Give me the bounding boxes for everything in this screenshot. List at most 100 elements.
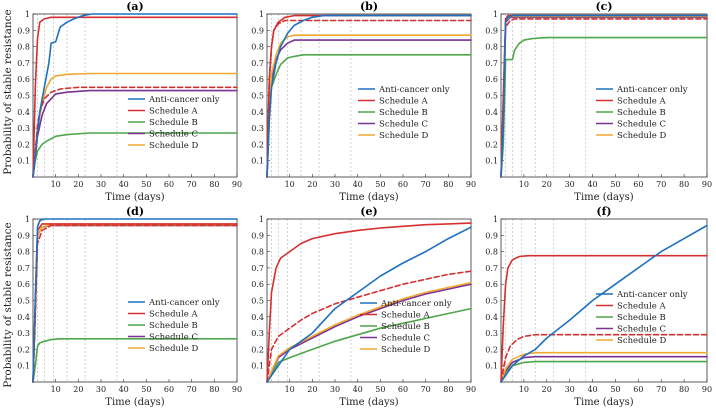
panel-title: (f) (596, 205, 611, 218)
y-tick-label: 0.1 (251, 362, 264, 371)
series-line-schedule-c (500, 355, 708, 383)
chart-panel-1: 10 20 30 40 50 60 70 80 90 0.1 0.2 0.3 0.4 0.5 0.6 0.7 0… (17, 0, 242, 203)
x-tick-label: 90 (702, 180, 712, 189)
y-tick-label: 0.2 (485, 140, 498, 149)
y-tick-label: 0.1 (17, 157, 30, 166)
y-tick-label: 0.4 (251, 313, 264, 322)
x-tick-label: 60 (164, 180, 174, 189)
series-line-anti-cancer-only (32, 218, 238, 383)
y-tick-label: 0.3 (251, 124, 264, 133)
y-tick-label: 0.2 (17, 140, 30, 149)
y-tick-label: 0.3 (485, 124, 498, 133)
y-tick-label: 0.5 (251, 297, 264, 306)
y-tick-label: 0.8 (17, 43, 30, 52)
y-tick-label: 0.6 (251, 280, 264, 289)
y-tick-label: 0.4 (251, 108, 264, 117)
series-line-schedule-d (500, 15, 708, 178)
y-tick-label: 0.1 (485, 362, 498, 371)
legend-label: Anti-cancer only (616, 290, 688, 300)
y-tick-label: 1 (259, 10, 264, 19)
y-tick-label: 0.9 (17, 231, 30, 240)
legend-label: Schedule A (149, 107, 198, 117)
y-tick-label: 0.9 (17, 26, 30, 35)
y-tick-label: 0.1 (251, 157, 264, 166)
x-tick-label: 70 (656, 180, 666, 189)
x-tick-label: 50 (141, 180, 151, 189)
y-tick-label: 1 (259, 215, 264, 224)
x-tick-label: 30 (330, 180, 340, 189)
y-tick-label: 0.6 (485, 280, 498, 289)
legend-label: Schedule D (617, 336, 666, 346)
y-tick-label: 0.7 (485, 59, 498, 68)
y-tick-label: 0.5 (485, 297, 498, 306)
series-line-anti-cancer-only (266, 226, 472, 383)
series-line-schedule-b (266, 307, 472, 383)
x-tick-label: 60 (398, 385, 408, 394)
legend-label: Schedule C (149, 333, 198, 343)
series-line-schedule-b (500, 360, 708, 383)
legend-label: Schedule A (617, 302, 666, 312)
series-line-schedule-b (32, 132, 238, 178)
series-line-schedule-d (32, 72, 238, 178)
series-line-schedule-c (266, 283, 472, 383)
x-tick-label: 10 (51, 180, 61, 189)
y-tick-label: 0.9 (485, 231, 498, 240)
chart-panel-4: 10 20 30 40 50 60 70 80 90 0.1 0.2 0.3 0.4 0.5 0.6 0.7 0… (17, 205, 242, 408)
y-tick-label: 0.6 (17, 280, 30, 289)
x-tick-label: 80 (679, 180, 689, 189)
legend-label: Schedule C (617, 325, 666, 335)
y-tick-label: 0.4 (485, 108, 498, 117)
y-tick-label: 0.2 (485, 345, 498, 354)
y-axis-label-bottom: Probability of stable resistance (2, 222, 14, 387)
x-tick-label: 30 (565, 180, 575, 189)
legend-label: Schedule D (381, 345, 430, 355)
series-line-schedule-c (500, 16, 708, 178)
series-line-schedule-a (500, 14, 708, 178)
series-line-schedule-c (32, 89, 238, 178)
x-tick-label: 60 (398, 180, 408, 189)
y-tick-label: 0.5 (17, 92, 30, 101)
legend-label: Schedule A (381, 311, 430, 321)
x-tick-label: 10 (519, 180, 529, 189)
y-tick-label: 0.3 (17, 124, 30, 133)
legend-label: Schedule B (381, 322, 430, 332)
axes-frame (266, 13, 472, 178)
series-line-schedule-a-dashed (266, 270, 472, 383)
y-tick-label: 0.7 (485, 264, 498, 273)
x-tick-label: 40 (119, 180, 129, 189)
series-line-schedule-d (500, 351, 708, 383)
legend-label: Schedule C (381, 334, 430, 344)
legend-label: Schedule D (617, 131, 666, 141)
x-tick-label: 80 (209, 385, 219, 394)
y-tick-label: 0.4 (17, 108, 30, 117)
chart-panel-2: 10 20 30 40 50 60 70 80 90 0.1 0.2 0.3 0.4 0.5 0.6 0.7 0… (251, 0, 476, 203)
x-tick-label: 20 (542, 180, 552, 189)
legend-label: Schedule D (149, 344, 198, 354)
y-tick-label: 0.8 (17, 248, 30, 257)
series-line-anti-cancer-only (32, 13, 238, 178)
x-tick-label: 10 (285, 385, 295, 394)
y-tick-label: 0.5 (251, 92, 264, 101)
y-tick-label: 0.3 (485, 329, 498, 338)
series-line-schedule-a-dashed (266, 19, 472, 178)
x-tick-label: 60 (633, 180, 643, 189)
series-line-schedule-a (500, 254, 708, 383)
chart-panel-6: 10 20 30 40 50 60 70 80 90 0.1 0.2 0.3 0.4 0.5 0.6 0.7 0… (485, 205, 712, 408)
x-tick-label: 90 (232, 385, 242, 394)
x-tick-label: 20 (307, 385, 317, 394)
x-tick-label: 70 (187, 385, 197, 394)
x-tick-label: 70 (421, 180, 431, 189)
y-tick-label: 0.7 (17, 264, 30, 273)
x-tick-label: 50 (610, 180, 620, 189)
x-tick-label: 20 (542, 385, 552, 394)
legend-label: Schedule A (617, 97, 666, 107)
legend-label: Schedule D (379, 131, 428, 141)
y-tick-label: 0.1 (17, 362, 30, 371)
legend-label: Schedule C (149, 130, 198, 140)
legend-label: Schedule B (149, 118, 198, 128)
series-line-schedule-b (266, 53, 472, 178)
y-tick-label: 0.6 (485, 75, 498, 84)
